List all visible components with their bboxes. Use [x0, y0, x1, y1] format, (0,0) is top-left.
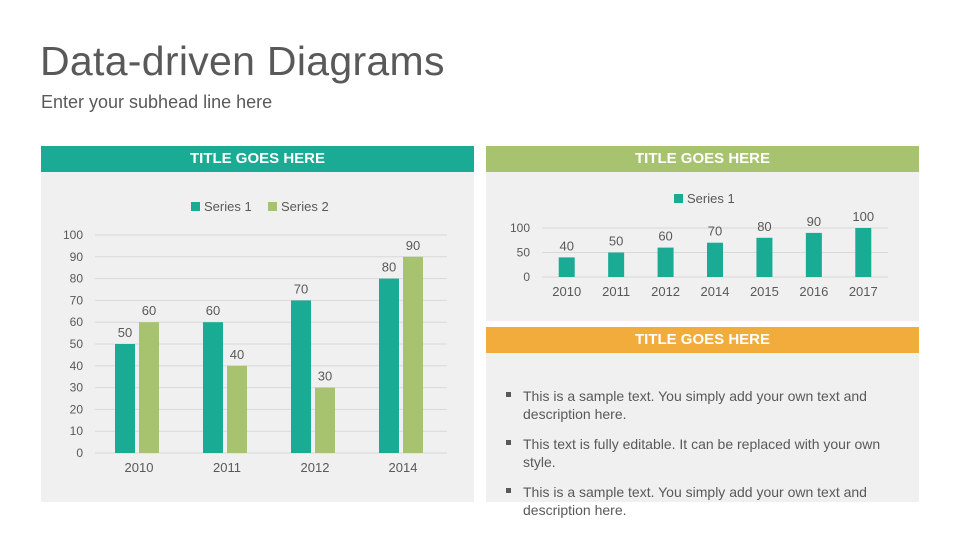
data-label: 100 — [852, 209, 874, 224]
bullet-item: This is a sample text. You simply add yo… — [523, 484, 867, 518]
data-label: 50 — [609, 234, 623, 249]
bar — [756, 237, 773, 277]
y-tick-label: 70 — [70, 293, 84, 307]
bar — [608, 252, 625, 277]
y-tick-label: 0 — [523, 270, 530, 284]
data-label: 60 — [658, 229, 672, 244]
legend-swatch — [674, 194, 683, 203]
y-tick-label: 100 — [510, 221, 530, 235]
data-label: 50 — [118, 325, 132, 340]
legend-swatch — [191, 202, 200, 211]
data-label: 70 — [294, 281, 308, 296]
bar — [115, 344, 135, 453]
right-chart-panel: TITLE GOES HERE Series 1 0 50 100 40 2010 50 20… — [486, 146, 919, 321]
y-tick-label: 20 — [70, 402, 84, 416]
legend-label: Series 2 — [281, 199, 329, 214]
legend-label: Series 1 — [204, 199, 252, 214]
x-tick-label: 2010 — [552, 284, 581, 299]
page-subtitle: Enter your subhead line here — [41, 92, 273, 112]
data-label: 40 — [559, 238, 573, 253]
page-title: Data-driven Diagrams — [40, 38, 445, 84]
x-tick-label: 2012 — [301, 460, 330, 475]
x-tick-label: 2010 — [125, 460, 154, 475]
bar — [855, 228, 872, 277]
right-top-panel-title: TITLE GOES HERE — [486, 146, 919, 172]
bar — [227, 365, 247, 453]
bullet-item: This text is fully editable. It can be r… — [523, 436, 881, 470]
x-tick-label: 2011 — [602, 284, 630, 299]
data-label: 30 — [318, 369, 332, 384]
data-label: 70 — [708, 224, 722, 239]
left-chart-panel: TITLE GOES HERE Series 1 Series 2 0 10 20 30 4… — [41, 146, 474, 502]
x-tick-label: 2017 — [849, 284, 878, 299]
data-label: 80 — [757, 219, 771, 234]
bar — [657, 247, 674, 277]
y-tick-label: 50 — [70, 337, 84, 351]
x-tick-label: 2015 — [750, 284, 779, 299]
y-tick-label: 10 — [70, 424, 84, 438]
data-label: 60 — [206, 303, 220, 318]
text-panel: TITLE GOES HERE This is a sample text. Y… — [486, 327, 919, 518]
y-tick-label: 30 — [70, 381, 84, 395]
x-tick-label: 2014 — [701, 284, 730, 299]
bar — [139, 322, 159, 453]
bar — [379, 278, 399, 453]
bullet-icon — [506, 392, 511, 397]
y-tick-label: 0 — [76, 446, 83, 460]
x-tick-label: 2012 — [651, 284, 680, 299]
right-bottom-panel-title: TITLE GOES HERE — [486, 327, 919, 353]
y-tick-label: 60 — [70, 315, 84, 329]
bullet-list: This is a sample text. You simply add yo… — [486, 353, 919, 518]
data-label: 90 — [807, 214, 821, 229]
legend-swatch — [268, 202, 277, 211]
data-label: 60 — [142, 303, 156, 318]
bar — [805, 232, 822, 277]
data-label: 80 — [382, 260, 396, 275]
x-tick-label: 2014 — [389, 460, 418, 475]
bar — [707, 242, 723, 277]
bar — [203, 322, 223, 453]
data-label: 40 — [230, 347, 244, 362]
y-tick-label: 40 — [70, 359, 84, 373]
bar — [403, 256, 423, 453]
bar — [291, 300, 311, 453]
bullet-icon — [506, 488, 511, 493]
bar-chart: Series 1 0 50 100 40 2010 50 2011 60 2012 70 2014 80… — [510, 191, 888, 299]
legend-label: Series 1 — [687, 191, 735, 206]
y-tick-label: 50 — [517, 246, 531, 260]
bar — [558, 257, 575, 277]
data-label: 90 — [406, 238, 420, 253]
bullet-item: This is a sample text. You simply add yo… — [523, 388, 867, 422]
grouped-bar-chart: Series 1 Series 2 0 10 20 30 40 50 60 70 80 90 100 50… — [63, 199, 447, 475]
y-tick-label: 100 — [63, 228, 83, 242]
bullet-icon — [506, 440, 511, 445]
x-tick-label: 2011 — [213, 460, 241, 475]
bar — [315, 387, 335, 453]
y-tick-label: 80 — [70, 272, 84, 286]
y-tick-label: 90 — [70, 250, 84, 264]
x-tick-label: 2016 — [799, 284, 828, 299]
left-panel-title: TITLE GOES HERE — [41, 146, 474, 172]
